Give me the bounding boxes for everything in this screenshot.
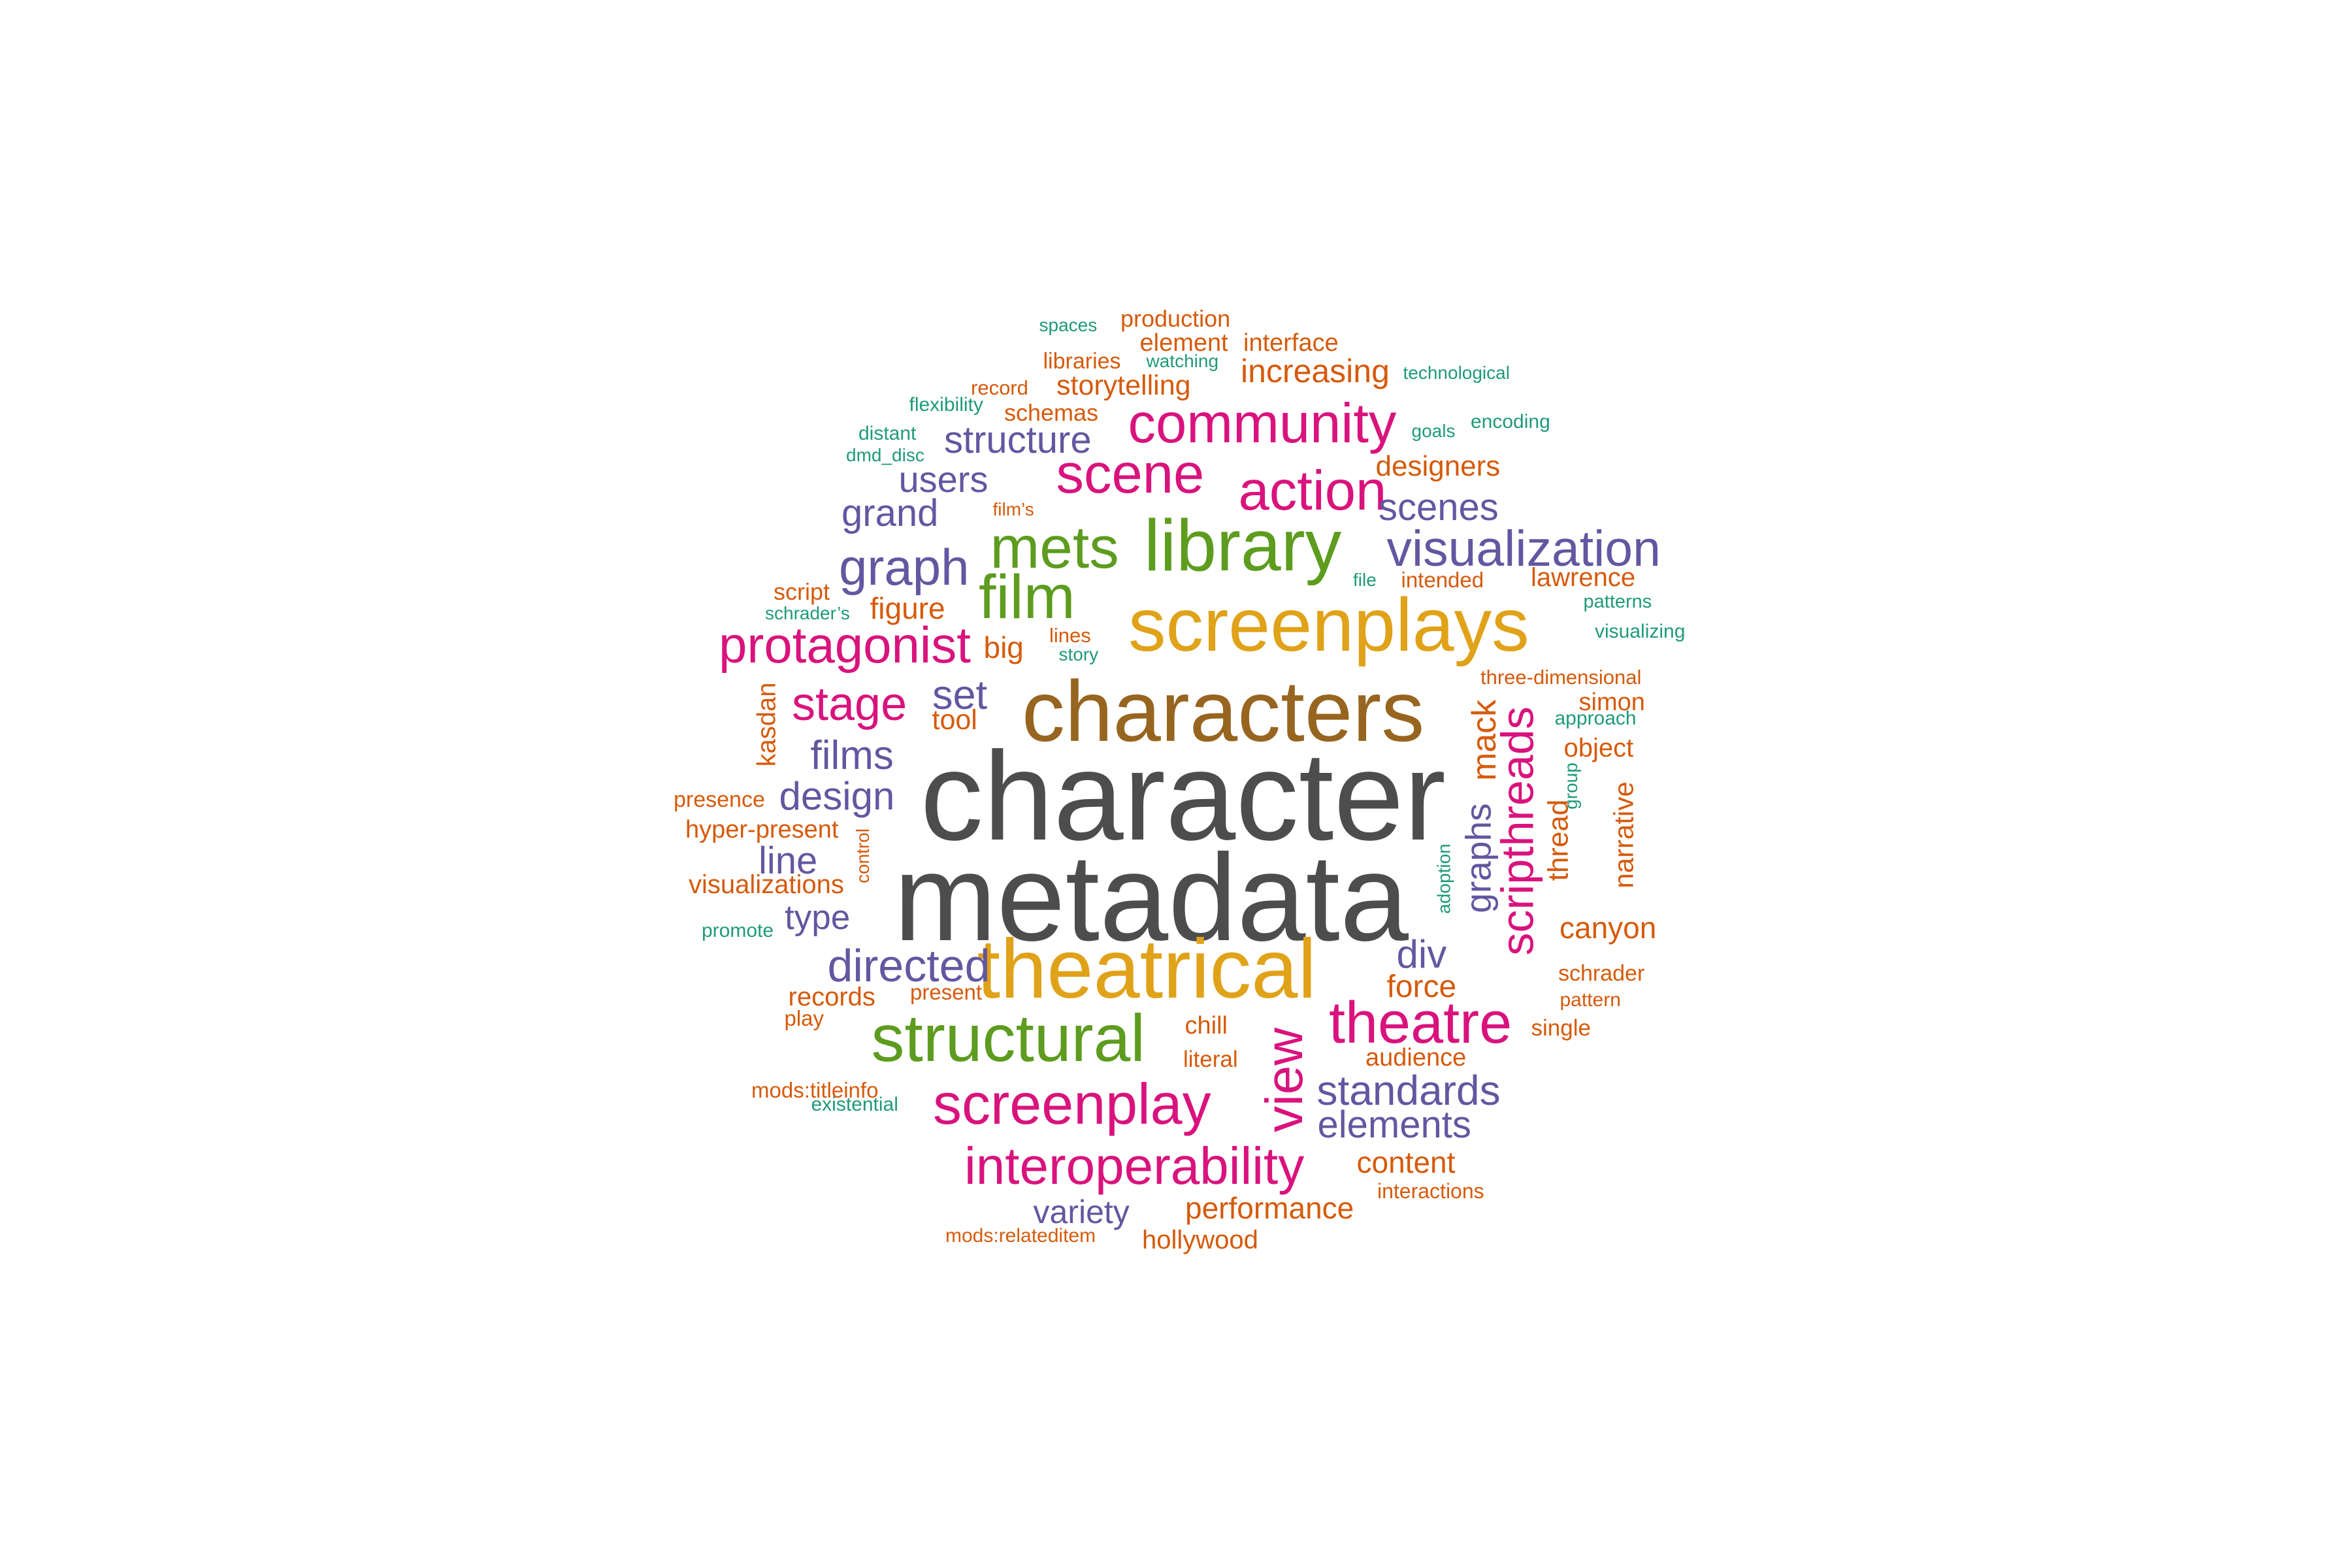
word-scenes: scenes bbox=[1379, 486, 1499, 529]
word-graph: graph bbox=[839, 538, 970, 596]
word-present: present bbox=[910, 979, 983, 1004]
word-structural: structural bbox=[871, 1001, 1145, 1075]
word-directed: directed bbox=[827, 940, 990, 991]
word-view: view bbox=[1255, 1027, 1314, 1133]
word-existential: existential bbox=[811, 1094, 898, 1115]
word-visualizing: visualizing bbox=[1595, 621, 1686, 642]
word-theatrical: theatrical bbox=[977, 923, 1316, 1016]
word-audience: audience bbox=[1365, 1044, 1467, 1071]
word-schrader: schrader bbox=[1558, 961, 1645, 986]
word-stage: stage bbox=[792, 678, 907, 730]
word-literal: literal bbox=[1183, 1046, 1238, 1072]
word-schemas: schemas bbox=[1004, 399, 1099, 426]
word-graphs: graphs bbox=[1458, 802, 1499, 913]
word-hyper-present: hyper-present bbox=[685, 816, 839, 843]
word-record: record bbox=[971, 376, 1028, 399]
word-screenplays: screenplays bbox=[1128, 583, 1529, 667]
word-structure: structure bbox=[944, 419, 1092, 461]
word-group: group bbox=[1560, 762, 1581, 809]
word-spaces: spaces bbox=[1039, 315, 1098, 335]
word-interoperability: interoperability bbox=[964, 1137, 1305, 1195]
word-dmd-disc: dmd_disc bbox=[846, 445, 924, 465]
word-script: script bbox=[774, 578, 830, 605]
word-interactions: interactions bbox=[1377, 1179, 1484, 1203]
word-encoding: encoding bbox=[1471, 411, 1550, 433]
word-single: single bbox=[1531, 1015, 1591, 1041]
word-element: element bbox=[1139, 329, 1228, 357]
word-character: character bbox=[920, 725, 1446, 866]
word-chill: chill bbox=[1184, 1012, 1228, 1039]
word-designers: designers bbox=[1375, 450, 1501, 482]
word-intended: intended bbox=[1401, 567, 1484, 592]
word-visualization: visualization bbox=[1386, 520, 1661, 577]
word-records: records bbox=[788, 983, 875, 1011]
word-visualizations: visualizations bbox=[689, 870, 844, 899]
word-mods-titleinfo: mods:titleinfo bbox=[751, 1077, 879, 1102]
word-play: play bbox=[784, 1005, 825, 1030]
word-theatre: theatre bbox=[1329, 990, 1512, 1056]
word-div: div bbox=[1396, 932, 1447, 976]
word-screenplay: screenplay bbox=[933, 1071, 1211, 1136]
word-goals: goals bbox=[1411, 421, 1456, 441]
word-mods-relateditem: mods:relateditem bbox=[945, 1225, 1096, 1247]
word-promote: promote bbox=[702, 920, 774, 941]
word-films: films bbox=[810, 733, 894, 778]
word-story: story bbox=[1058, 644, 1099, 664]
word-simon: simon bbox=[1578, 689, 1645, 716]
word-production: production bbox=[1120, 305, 1231, 332]
word-schrader-s: schrader’s bbox=[765, 603, 850, 623]
word-community: community bbox=[1128, 392, 1397, 455]
word-standards: standards bbox=[1316, 1067, 1501, 1114]
word-storytelling: storytelling bbox=[1056, 369, 1191, 401]
word-line: line bbox=[759, 840, 818, 882]
word-flexibility: flexibility bbox=[909, 394, 983, 416]
word-content: content bbox=[1356, 1145, 1456, 1179]
word-variety: variety bbox=[1033, 1194, 1130, 1230]
word-pattern: pattern bbox=[1560, 989, 1621, 1011]
word-type: type bbox=[785, 898, 851, 937]
word-control: control bbox=[853, 828, 874, 884]
word-characters: characters bbox=[1022, 663, 1425, 759]
word-presence: presence bbox=[674, 787, 765, 812]
word-mets: mets bbox=[990, 514, 1119, 581]
word-narrative: narrative bbox=[1608, 781, 1639, 889]
word-set: set bbox=[932, 672, 988, 718]
word-action: action bbox=[1238, 459, 1387, 522]
word-patterns: patterns bbox=[1583, 591, 1652, 612]
word-technological: technological bbox=[1403, 363, 1510, 383]
word-object: object bbox=[1563, 734, 1634, 762]
word-elements: elements bbox=[1317, 1103, 1471, 1146]
word-lines: lines bbox=[1049, 623, 1091, 647]
word-scene: scene bbox=[1056, 442, 1205, 505]
word-users: users bbox=[898, 459, 988, 500]
word-approach: approach bbox=[1554, 708, 1637, 729]
word-protagonist: protagonist bbox=[719, 616, 971, 674]
word-film-s: film’s bbox=[992, 499, 1034, 519]
word-figure: figure bbox=[870, 591, 945, 625]
word-increasing: increasing bbox=[1241, 353, 1390, 389]
word-hollywood: hollywood bbox=[1142, 1226, 1258, 1254]
word-watching: watching bbox=[1146, 351, 1219, 371]
word-libraries: libraries bbox=[1043, 349, 1121, 374]
word-lawrence: lawrence bbox=[1531, 563, 1636, 592]
word-design: design bbox=[779, 774, 895, 818]
word-interface: interface bbox=[1243, 329, 1339, 357]
word-mack: mack bbox=[1465, 699, 1504, 781]
word-kasdan: kasdan bbox=[751, 682, 781, 767]
word-big: big bbox=[983, 630, 1024, 664]
word-grand: grand bbox=[841, 492, 939, 534]
word-three-dimensional: three-dimensional bbox=[1480, 665, 1642, 689]
word-metadata: metadata bbox=[894, 828, 1409, 967]
word-canyon: canyon bbox=[1560, 911, 1657, 945]
word-film: film bbox=[979, 562, 1075, 632]
word-library: library bbox=[1144, 504, 1342, 586]
word-tool: tool bbox=[932, 704, 977, 736]
word-file: file bbox=[1353, 570, 1377, 590]
word-adoption: adoption bbox=[1433, 843, 1454, 914]
word-force: force bbox=[1386, 970, 1457, 1004]
word-thread: thread bbox=[1541, 799, 1574, 881]
word-performance: performance bbox=[1185, 1191, 1354, 1225]
word-distant: distant bbox=[858, 423, 917, 444]
